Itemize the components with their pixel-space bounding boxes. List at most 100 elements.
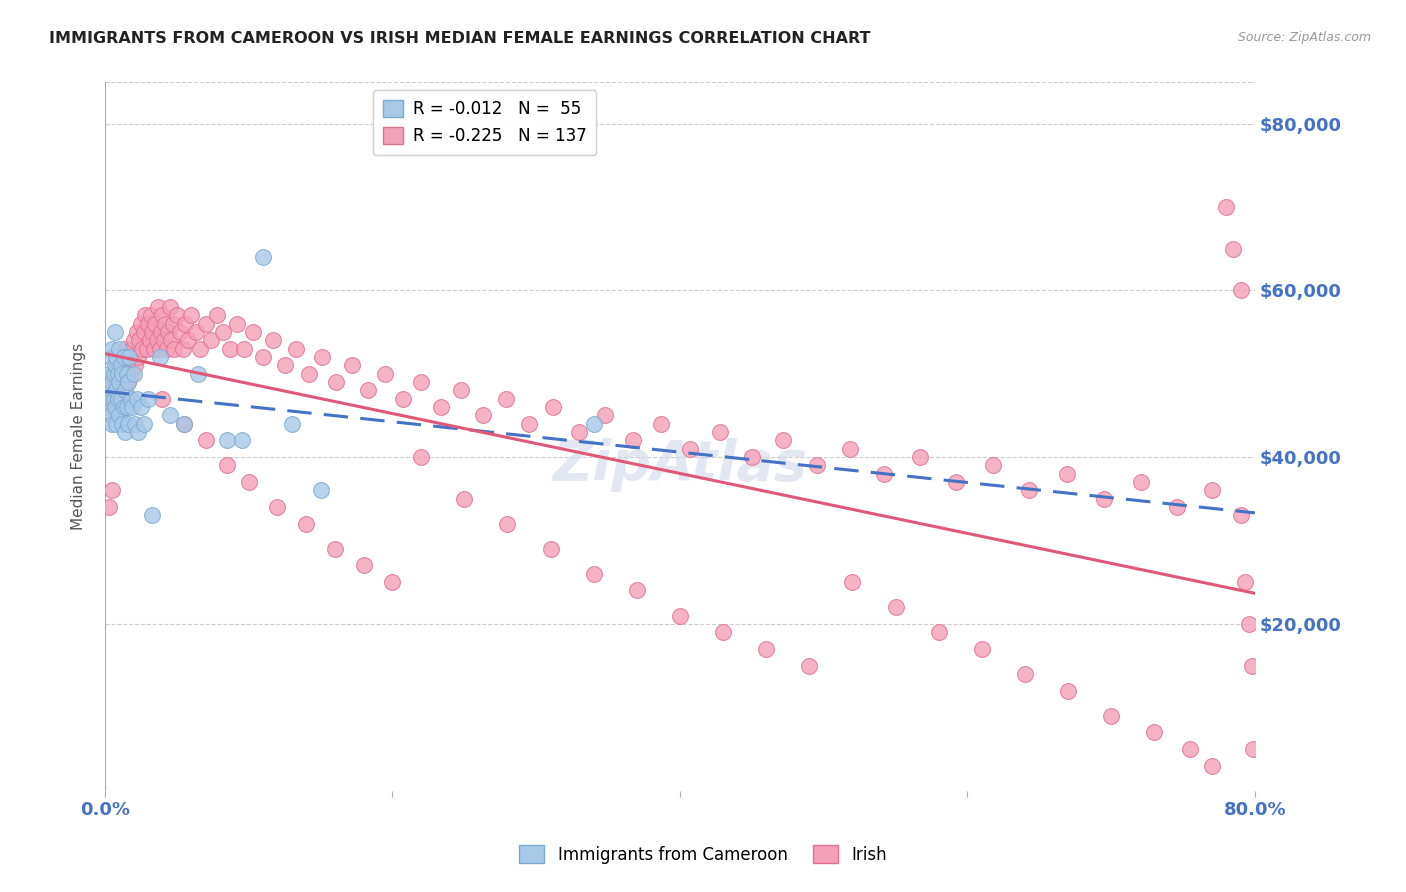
Point bbox=[118, 350, 141, 364]
Text: IMMIGRANTS FROM CAMEROON VS IRISH MEDIAN FEMALE EARNINGS CORRELATION CHART: IMMIGRANTS FROM CAMEROON VS IRISH MEDIAN… bbox=[49, 31, 870, 46]
Point bbox=[108, 409, 131, 423]
Point bbox=[153, 334, 176, 348]
Point bbox=[124, 417, 146, 431]
Point bbox=[1018, 483, 1040, 498]
Point bbox=[593, 409, 616, 423]
Point bbox=[103, 392, 125, 406]
Point bbox=[411, 375, 433, 389]
Point bbox=[149, 350, 172, 364]
Point bbox=[242, 325, 264, 339]
Point bbox=[298, 367, 321, 381]
Point bbox=[582, 566, 605, 581]
Point bbox=[172, 342, 194, 356]
Point bbox=[139, 309, 162, 323]
Point bbox=[152, 309, 174, 323]
Point bbox=[205, 309, 228, 323]
Point bbox=[741, 450, 763, 464]
Point bbox=[1166, 500, 1188, 515]
Point bbox=[108, 375, 131, 389]
Point bbox=[669, 608, 692, 623]
Point bbox=[325, 375, 347, 389]
Point bbox=[120, 392, 142, 406]
Point bbox=[173, 417, 195, 431]
Point bbox=[156, 342, 179, 356]
Point bbox=[98, 384, 121, 398]
Point bbox=[217, 434, 239, 448]
Point bbox=[233, 342, 256, 356]
Point bbox=[108, 342, 131, 356]
Point bbox=[115, 359, 138, 373]
Point bbox=[173, 417, 195, 431]
Point bbox=[430, 400, 453, 414]
Point bbox=[115, 367, 138, 381]
Point bbox=[262, 334, 284, 348]
Point bbox=[128, 334, 150, 348]
Point bbox=[112, 400, 135, 414]
Point bbox=[111, 367, 134, 381]
Point bbox=[755, 641, 778, 656]
Point bbox=[141, 508, 163, 523]
Point bbox=[679, 442, 702, 456]
Point bbox=[568, 425, 591, 439]
Point bbox=[650, 417, 672, 431]
Point bbox=[841, 575, 863, 590]
Point bbox=[1222, 242, 1244, 256]
Point bbox=[166, 309, 188, 323]
Point bbox=[146, 300, 169, 314]
Point bbox=[163, 342, 186, 356]
Point bbox=[1092, 491, 1115, 506]
Point bbox=[1057, 683, 1080, 698]
Point bbox=[117, 417, 139, 431]
Point bbox=[159, 300, 181, 314]
Point bbox=[450, 384, 472, 398]
Point bbox=[111, 350, 134, 364]
Point bbox=[496, 516, 519, 531]
Point bbox=[127, 350, 149, 364]
Point bbox=[157, 325, 180, 339]
Point bbox=[1243, 742, 1265, 756]
Point bbox=[129, 317, 152, 331]
Point bbox=[150, 325, 173, 339]
Legend: Immigrants from Cameroon, Irish: Immigrants from Cameroon, Irish bbox=[513, 838, 893, 871]
Point bbox=[117, 375, 139, 389]
Point bbox=[142, 342, 165, 356]
Point bbox=[135, 342, 157, 356]
Point bbox=[217, 458, 239, 473]
Point bbox=[177, 334, 200, 348]
Point bbox=[103, 367, 125, 381]
Text: ZipAtlas: ZipAtlas bbox=[553, 438, 807, 491]
Point bbox=[806, 458, 828, 473]
Point bbox=[97, 400, 120, 414]
Point bbox=[187, 367, 209, 381]
Point bbox=[495, 392, 517, 406]
Point bbox=[582, 417, 605, 431]
Point bbox=[155, 317, 177, 331]
Point bbox=[1201, 483, 1223, 498]
Point bbox=[152, 392, 174, 406]
Point bbox=[311, 350, 333, 364]
Point bbox=[104, 375, 127, 389]
Point bbox=[238, 475, 260, 489]
Point bbox=[873, 467, 896, 481]
Point bbox=[543, 400, 565, 414]
Point bbox=[101, 375, 124, 389]
Point bbox=[1130, 475, 1153, 489]
Point bbox=[108, 359, 131, 373]
Point bbox=[1201, 758, 1223, 772]
Point bbox=[772, 434, 794, 448]
Point bbox=[626, 583, 648, 598]
Point bbox=[281, 417, 304, 431]
Legend: R = -0.012   N =  55, R = -0.225   N = 137: R = -0.012 N = 55, R = -0.225 N = 137 bbox=[373, 90, 596, 155]
Point bbox=[141, 325, 163, 339]
Point bbox=[1233, 575, 1256, 590]
Point bbox=[212, 325, 235, 339]
Point bbox=[169, 325, 191, 339]
Point bbox=[928, 625, 950, 640]
Point bbox=[908, 450, 931, 464]
Point bbox=[110, 359, 132, 373]
Point bbox=[134, 309, 156, 323]
Point bbox=[357, 384, 380, 398]
Point bbox=[323, 541, 346, 556]
Point bbox=[105, 384, 128, 398]
Point bbox=[122, 367, 145, 381]
